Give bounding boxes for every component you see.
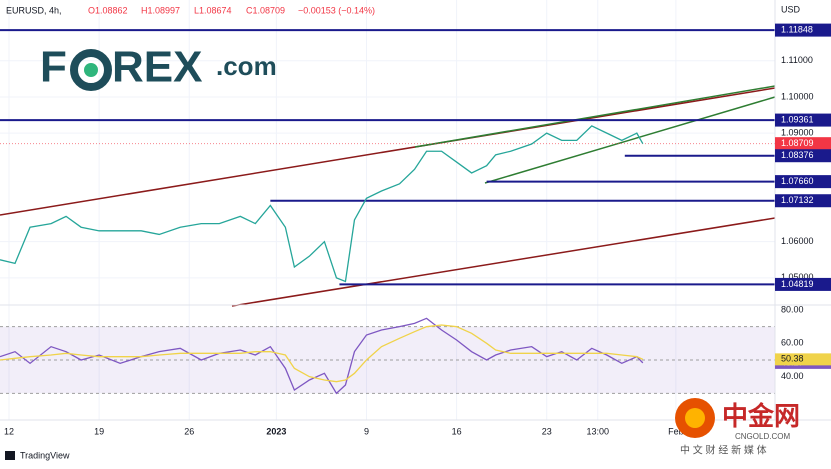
cngold-name: 中金网 [722,401,800,431]
cngold-icon-inner [685,408,705,428]
plot [0,29,775,395]
x-tick-label: 9 [364,426,369,436]
x-tick-label: 13:00 [587,426,610,436]
level-tag [775,175,831,189]
channel-lower [231,217,776,307]
symbol-title: EURUSD, 4h, [6,5,62,15]
axes: 1.11000 1.10000 1.09000 1.06000 1.05000 12 19 2… [4,23,831,436]
trend-lines [0,85,776,307]
ohlc-low: L1.08674 [194,5,232,15]
ohlc-high: H1.08997 [141,5,180,15]
logo-f: F [40,43,67,92]
x-tick-label: Feb [668,426,684,436]
ohlc-close: C1.08709 [246,5,285,15]
footer-brand: TradingView [20,450,70,460]
wedge-upper [414,85,776,148]
logo-dot [84,63,98,77]
y-tick-label: 1.09000 [781,128,814,138]
currency: USD [781,4,801,14]
series-line [0,125,644,283]
level-tag [775,277,831,291]
series-line [0,317,644,395]
ohlc-change: −0.00153 (−0.14%) [298,5,375,15]
y-tick-label: 1.10000 [781,91,814,101]
y-tick-label: 1.11000 [781,55,813,65]
level-tag-label: 1.07660 [781,176,814,186]
logo-rex: REX [112,43,202,92]
level-tag-label: 1.09361 [781,114,814,124]
level-tag-label: 1.04819 [781,279,814,289]
x-tick-label: 19 [94,426,104,436]
x-tick-label: 26 [184,426,194,436]
value-tag-label: 50.38 [781,354,804,364]
ohlc-open: O1.08862 [88,5,128,15]
y-tick-label: 1.06000 [781,236,814,246]
level-tag-label: 1.08709 [781,138,814,148]
level-tag [775,113,831,127]
level-tag-label: 1.08376 [781,150,814,160]
logo: F REX .com [40,43,277,92]
x-tick-label: 12 [4,426,14,436]
level-tag [775,23,831,37]
level-tag [775,194,831,208]
footer-icon [5,451,15,460]
y-tick-label: 80.00 [781,304,804,314]
level-tag-label: 1.07132 [781,195,814,205]
cngold-tag: 中 文 财 经 新 媒 体 [680,444,767,457]
y-tick-label: 60.00 [781,338,804,348]
y-tick-label: 1.05000 [781,272,814,282]
level-tag-label: 1.11848 [781,24,813,34]
series-line [0,324,644,383]
logo-o [70,49,112,91]
value-tag [775,353,831,366]
level-tag [775,149,831,163]
cngold-site: CNGOLD.COM [735,432,790,441]
x-tick-label: 2023 [266,426,286,436]
y-tick-label: 40.00 [781,371,804,381]
wedge-lower [484,96,776,184]
cngold-watermark: 中金网 CNGOLD.COM 中 文 财 经 新 媒 体 [675,398,800,457]
channel-upper [0,87,776,216]
x-tick-label: 16 [452,426,462,436]
logo-com: .com [216,51,277,81]
x-tick-label: 23 [542,426,552,436]
